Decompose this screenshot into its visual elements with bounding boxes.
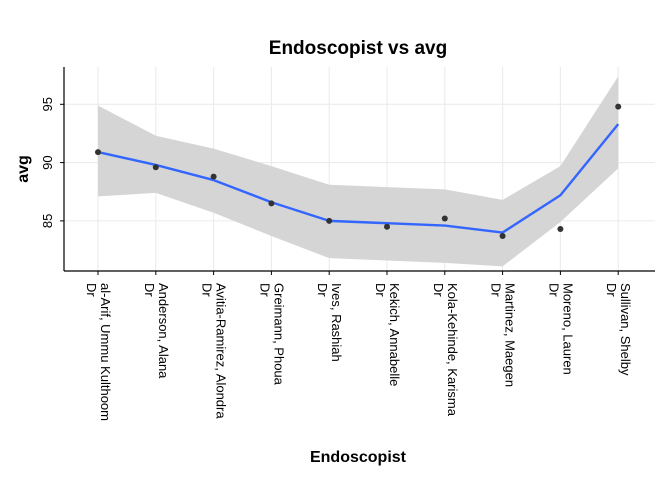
y-tick-label: 90	[40, 155, 55, 169]
x-tick-label-line: Avitia-Ramirez, Alondra	[214, 283, 229, 419]
x-ticks: Dr al-Arif, Ummu Kulthoom Dr Anderson, Alan…	[84, 271, 633, 421]
x-tick-label-line: Kola-Kehinde, Karisma	[445, 283, 460, 417]
data-point	[326, 217, 333, 224]
x-tick-label: Dr Kola-Kehinde, Karisma	[431, 283, 460, 417]
x-tick-label: Dr Moreno, Lauren	[546, 283, 575, 375]
plot-area	[64, 67, 655, 271]
trend-line-layer	[97, 123, 620, 234]
chart-title: Endoscopist vs avg	[269, 38, 447, 59]
x-axis-title: Endoscopist	[310, 449, 407, 466]
x-tick-label-line: Dr	[431, 283, 446, 297]
x-tick-label-line: Dr	[84, 283, 99, 297]
data-point	[152, 164, 159, 171]
x-tick-label-line: Dr	[257, 283, 272, 297]
data-point	[384, 223, 390, 230]
data-point	[441, 215, 448, 222]
x-tick-label-line: Dr	[315, 283, 330, 297]
x-tick-label-line: Anderson, Alana	[156, 283, 171, 379]
data-point	[95, 149, 101, 156]
data-point	[210, 173, 217, 180]
data-point	[615, 103, 622, 110]
x-tick-label-line: Dr	[546, 283, 561, 297]
x-tick-label: Dr Greimann, Phoua	[257, 283, 286, 386]
y-ticks: 85 90 95	[40, 97, 64, 228]
ci-ribbon-layer	[98, 76, 619, 267]
x-tick-label: Dr Ives, Rashiah	[315, 283, 344, 362]
x-tick-label-line: al-Arif, Ummu Kulthoom	[98, 283, 113, 421]
data-point	[557, 226, 564, 233]
confidence-band	[98, 76, 619, 267]
x-tick-label-line: Dr	[604, 283, 619, 297]
x-tick-label-line: Dr	[142, 283, 157, 297]
x-tick-label-line: Dr	[489, 283, 504, 297]
trend-line	[97, 123, 620, 234]
x-tick-label: Dr Sullivan, Shelby	[604, 283, 633, 376]
x-tick-label: Dr al-Arif, Ummu Kulthoom	[84, 283, 113, 421]
x-tick-label-line: Moreno, Lauren	[560, 283, 575, 375]
x-tick-label: Dr Martinez, Maegen	[489, 283, 518, 387]
x-tick-label-line: Sullivan, Shelby	[618, 283, 633, 376]
x-tick-label-line: Kekich, Annabelle	[387, 283, 402, 386]
x-tick-label-line: Dr	[200, 283, 215, 297]
y-axis-title: avg	[15, 155, 32, 183]
data-point	[499, 233, 506, 240]
x-tick-label-line: Dr	[373, 283, 388, 297]
x-tick-label-line: Greimann, Phoua	[271, 283, 286, 386]
y-tick-label: 85	[40, 214, 55, 228]
x-tick-label: Dr Kekich, Annabelle	[373, 283, 402, 386]
x-tick-label-line: Martinez, Maegen	[503, 283, 518, 387]
x-tick-label-line: Ives, Rashiah	[329, 283, 344, 362]
x-tick-label: Dr Anderson, Alana	[142, 283, 171, 379]
data-point	[268, 200, 275, 207]
x-tick-label: Dr Avitia-Ramirez, Alondra	[200, 283, 229, 419]
y-tick-label: 95	[40, 97, 55, 111]
points-layer	[95, 103, 622, 240]
